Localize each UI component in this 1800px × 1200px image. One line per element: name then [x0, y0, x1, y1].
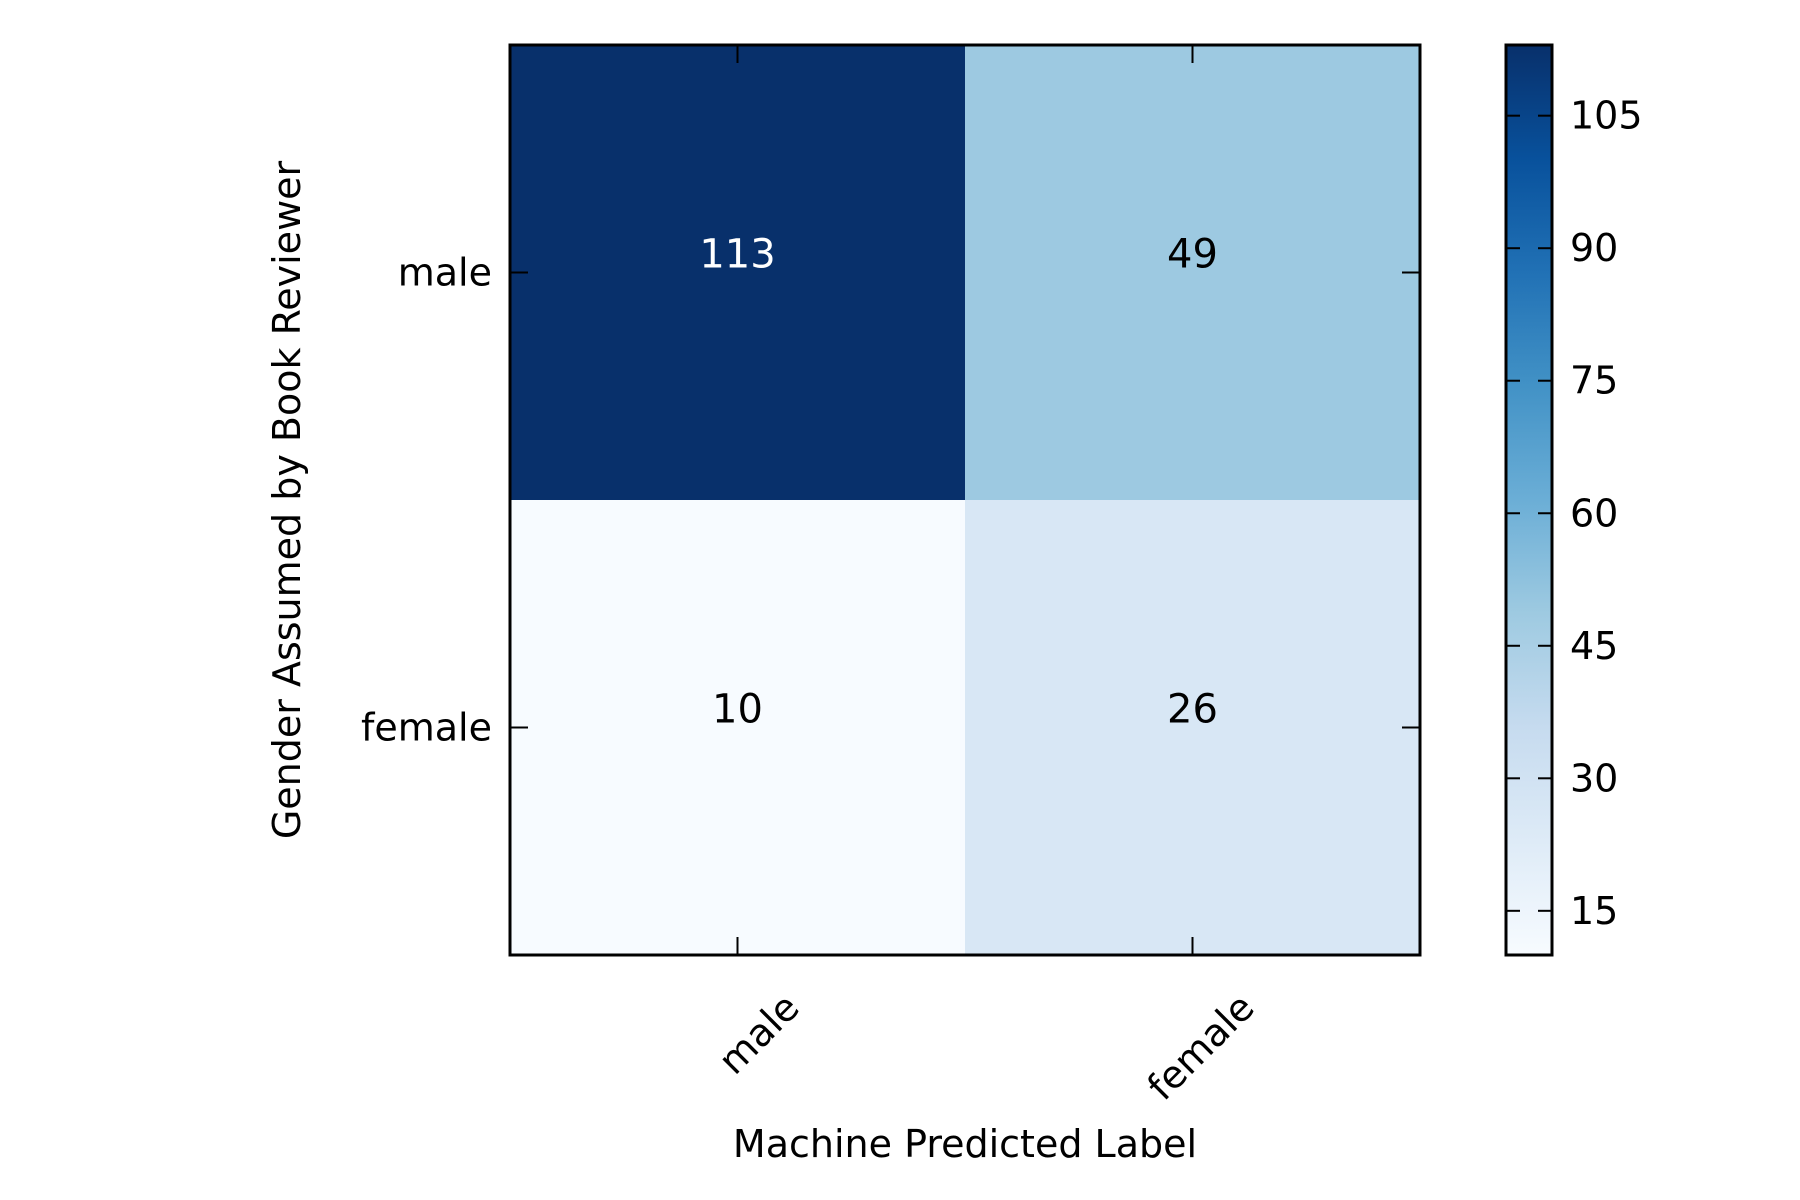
cell-value-female-female: 26	[1167, 687, 1218, 733]
colorbar-tick-label-45: 45	[1570, 624, 1618, 668]
colorbar-tick-label-30: 30	[1570, 756, 1618, 800]
cell-value-male-male: 113	[699, 232, 775, 278]
y-axis-title: Gender Assumed by Book Reviewer	[265, 160, 309, 839]
y-tick-label-female: female	[361, 706, 492, 750]
colorbar-tick-label-90: 90	[1570, 226, 1618, 270]
y-tick-label-male: male	[398, 251, 492, 295]
colorbar: 15 30 45 60 75 90 105	[1504, 43, 1643, 957]
colorbar-tick-label-105: 105	[1570, 94, 1643, 138]
cell-male-male	[510, 45, 966, 501]
cell-value-male-female: 49	[1167, 232, 1218, 278]
colorbar-tick-label-15: 15	[1570, 889, 1618, 933]
cell-female-female	[965, 500, 1421, 956]
colorbar-tick-label-60: 60	[1570, 491, 1618, 535]
heatmap-cells	[510, 45, 1421, 956]
plot-frame	[508, 43, 1422, 957]
cell-male-female	[965, 45, 1421, 501]
colorbar-gradient-bar	[1506, 45, 1552, 955]
x-axis-title: Machine Predicted Label	[733, 1122, 1197, 1166]
y-axis: male female	[361, 251, 1420, 750]
heatmap-cell-labels: 113 49 10 26	[699, 232, 1218, 733]
cell-value-female-male: 10	[712, 687, 763, 733]
cell-female-male	[510, 500, 966, 956]
x-tick-label-male: male	[710, 985, 808, 1083]
colorbar-ticks: 15 30 45 60 75 90 105	[1506, 94, 1643, 933]
colorbar-frame	[1504, 43, 1554, 957]
colorbar-tick-label-75: 75	[1570, 359, 1618, 403]
x-tick-label-female: female	[1139, 985, 1263, 1109]
